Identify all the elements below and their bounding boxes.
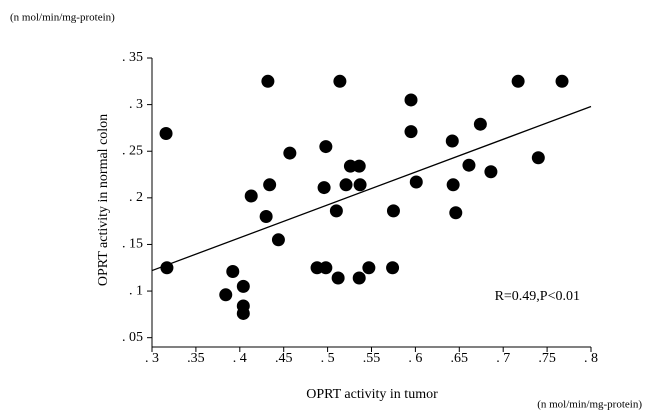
x-tick-label: .45 (275, 351, 293, 366)
point (236, 306, 250, 320)
point (263, 178, 277, 192)
point (445, 134, 459, 148)
y-tick-label: . 1 (129, 283, 143, 298)
point (271, 233, 285, 247)
point (352, 271, 366, 285)
x-tick-label: . 5 (321, 351, 335, 366)
x-tick-label: . 7 (496, 351, 510, 366)
point (244, 189, 258, 203)
y-unit: (n mol/min/mg-protein) (10, 12, 115, 24)
point (226, 264, 240, 278)
x-tick-label: . 6 (408, 351, 422, 366)
point (283, 146, 297, 160)
point (317, 181, 331, 195)
x-unit: (n mol/min/mg-protein) (537, 399, 642, 411)
x-tick-label: . 8 (584, 351, 598, 366)
point (319, 140, 333, 154)
point (259, 209, 273, 223)
y-tick-label: . 2 (129, 190, 143, 205)
point (473, 117, 487, 131)
y-tick-label: . 35 (122, 50, 143, 65)
trend-line (151, 105, 592, 272)
y-tick-label: . 3 (129, 97, 143, 112)
y-tick-label: . 15 (122, 237, 143, 252)
point (352, 159, 366, 173)
x-tick-label: . 3 (145, 351, 159, 366)
point (362, 261, 376, 275)
annotation: R=0.49,P<0.01 (495, 289, 580, 304)
y-tick-label: . 05 (122, 330, 143, 345)
point (446, 178, 460, 192)
x-tick-label: . 4 (233, 351, 247, 366)
x-tick-label: .65 (451, 351, 469, 366)
point (555, 74, 569, 88)
point (404, 93, 418, 107)
point (409, 175, 423, 189)
point (404, 125, 418, 139)
point (511, 74, 525, 88)
point (159, 127, 173, 141)
x-tick-label: .35 (187, 351, 205, 366)
point (484, 165, 498, 179)
point (160, 261, 174, 275)
point (386, 204, 400, 218)
point (331, 271, 345, 285)
x-axis-label: OPRT activity in tumor (306, 387, 438, 402)
point (531, 151, 545, 165)
point (462, 158, 476, 172)
point (339, 178, 353, 192)
point (319, 261, 333, 275)
point (261, 74, 275, 88)
point (333, 74, 347, 88)
point (386, 261, 400, 275)
y-tick-label: . 25 (122, 143, 143, 158)
point (236, 279, 250, 293)
point (219, 288, 233, 302)
point (353, 178, 367, 192)
y-axis-label: OPRT activity in normal colon (96, 114, 111, 286)
point (449, 206, 463, 220)
x-tick-label: .75 (538, 351, 556, 366)
point (329, 204, 343, 218)
x-tick-label: .55 (363, 351, 381, 366)
